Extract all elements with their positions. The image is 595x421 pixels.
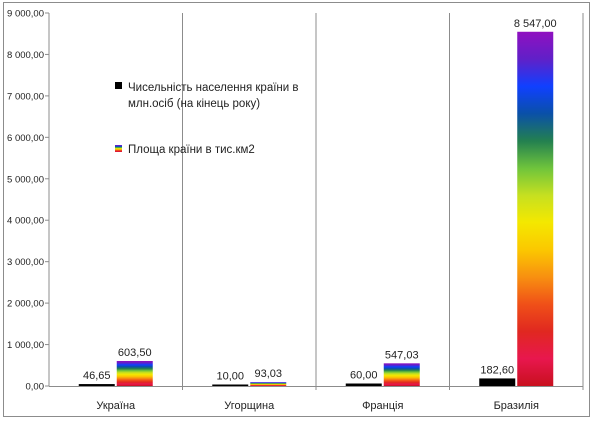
- y-tick-label: 2 000,00: [7, 299, 44, 310]
- y-tick-label: 7 000,00: [7, 91, 44, 102]
- bars-layer: [78, 31, 554, 387]
- bar-population: [78, 384, 115, 386]
- category-label: Франція: [362, 400, 403, 412]
- category-label: Бразилія: [494, 400, 539, 412]
- category-label: Україна: [96, 400, 136, 412]
- grid-layer: [48, 13, 584, 390]
- y-axis-ticks: 0,00 1 000,00 2 000,00 3 000,00 4 000,00 5 00…: [7, 9, 49, 393]
- y-tick-label: 9 000,00: [7, 9, 44, 20]
- chart-frame: 0,00 1 000,00 2 000,00 3 000,00 4 000,00 5 00…: [3, 2, 590, 417]
- y-tick-label: 5 000,00: [7, 174, 44, 185]
- y-tick-label: 0,00: [26, 382, 45, 393]
- legend-swatch-population: [115, 82, 122, 89]
- bar-area: [383, 363, 420, 386]
- bar-area: [517, 31, 554, 387]
- legend: Чисельність населення країни в млн.осіб …: [115, 82, 299, 156]
- y-tick-label: 4 000,00: [7, 216, 44, 227]
- data-label-population: 10,00: [216, 371, 244, 383]
- legend-label-population-line1: Чисельність населення країни в: [128, 82, 299, 94]
- y-tick-label: 8 000,00: [7, 50, 44, 61]
- bar-area: [116, 360, 153, 386]
- data-labels: 46,65 603,50 10,00 93,03 60,00 547,03 182,60 8 …: [83, 18, 557, 383]
- y-tick-label: 6 000,00: [7, 133, 44, 144]
- y-tick-label: 1 000,00: [7, 340, 44, 351]
- bar-population: [479, 378, 516, 386]
- data-label-population: 60,00: [350, 370, 378, 382]
- data-label-population: 46,65: [83, 370, 111, 382]
- category-labels: Україна Угорщина Франція Бразилія: [96, 400, 539, 412]
- y-tick-label: 3 000,00: [7, 257, 44, 268]
- legend-swatch-area: [115, 145, 122, 152]
- bar-population: [345, 383, 382, 386]
- data-label-area: 8 547,00: [514, 18, 557, 30]
- data-label-population: 182,60: [480, 364, 514, 376]
- bar-area: [250, 382, 287, 386]
- data-label-area: 603,50: [118, 347, 152, 359]
- category-label: Угорщина: [224, 400, 275, 412]
- data-label-area: 547,03: [385, 349, 419, 361]
- legend-label-population-line2: млн.осіб (на кінець року): [128, 98, 260, 110]
- chart-svg: 0,00 1 000,00 2 000,00 3 000,00 4 000,00 5 00…: [7, 9, 584, 412]
- legend-label-area: Площа країни в тис.км2: [128, 144, 255, 156]
- data-label-area: 93,03: [254, 368, 282, 380]
- bar-population: [212, 384, 249, 386]
